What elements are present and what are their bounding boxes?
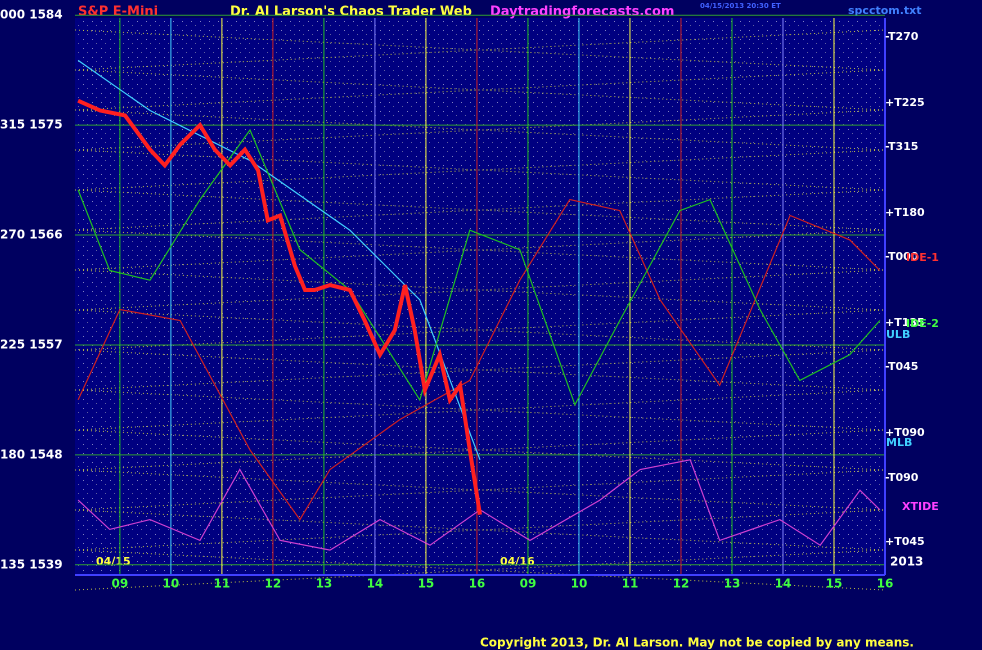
x-tick-label: 15 bbox=[826, 577, 843, 591]
level-label: -T045 bbox=[885, 360, 918, 373]
level-label: -T315 bbox=[885, 140, 918, 153]
x-tick-label: 13 bbox=[316, 577, 333, 591]
series-line bbox=[77, 59, 481, 461]
level-label: +T090 bbox=[885, 426, 925, 439]
x-tick-label: 14 bbox=[775, 577, 792, 591]
x-tick-label: 16 bbox=[469, 577, 486, 591]
x-tick-label: 13 bbox=[724, 577, 741, 591]
y-tick-label: 270 1566 bbox=[0, 228, 63, 242]
side-label: IDE-1 bbox=[906, 251, 939, 264]
series-line bbox=[77, 198, 881, 521]
x-tick-label: 12 bbox=[265, 577, 282, 591]
year: 2013 bbox=[890, 555, 923, 569]
y-tick-label: 000 1584 bbox=[0, 8, 63, 22]
x-tick-label: 10 bbox=[163, 577, 180, 591]
level-label: -T090 bbox=[885, 471, 919, 484]
x-tick-label: 15 bbox=[418, 577, 435, 591]
site: Daytradingforecasts.com bbox=[490, 5, 674, 20]
side-label: ULB bbox=[886, 328, 910, 341]
plot-dots bbox=[75, 18, 885, 575]
x-tick-label: 11 bbox=[214, 577, 231, 591]
series-line bbox=[77, 98, 482, 516]
y-tick-label: 180 1548 bbox=[0, 447, 63, 461]
level-label: +T045 bbox=[885, 535, 925, 548]
x-tick-label: 16 bbox=[877, 577, 894, 591]
x-tick-label: 09 bbox=[520, 577, 537, 591]
side-label: XTIDE bbox=[902, 500, 939, 513]
y-tick-label: 225 1557 bbox=[0, 337, 63, 351]
x-tick-label: 10 bbox=[571, 577, 588, 591]
date-label: 04/16 bbox=[500, 555, 535, 568]
level-label: +T180 bbox=[885, 206, 925, 219]
x-tick-label: 14 bbox=[367, 577, 384, 591]
subtitle: Dr. Al Larson's Chaos Trader Web bbox=[230, 5, 472, 20]
y-tick-label: 135 1539 bbox=[0, 557, 63, 571]
stamp: 04/15/2013 20:30 ET bbox=[700, 2, 781, 10]
level-label: +T135 bbox=[885, 316, 925, 329]
copyright: Copyright 2013, Dr. Al Larson. May not b… bbox=[480, 636, 914, 650]
x-tick-label: 12 bbox=[673, 577, 690, 591]
side-label: MLB bbox=[886, 436, 912, 449]
date-label: 04/15 bbox=[96, 555, 131, 568]
x-tick-label: 09 bbox=[112, 577, 129, 591]
level-label: +T225 bbox=[885, 96, 925, 109]
level-label: -T000 bbox=[885, 250, 919, 263]
y-tick-label: 315 1575 bbox=[0, 118, 63, 132]
side-label: IDE-2 bbox=[906, 317, 939, 330]
level-label: -T270 bbox=[885, 30, 919, 43]
file-name: spcctom.txt bbox=[848, 4, 922, 17]
x-tick-label: 11 bbox=[622, 577, 639, 591]
chart-title: S&P E-Mini bbox=[78, 5, 158, 20]
series-line bbox=[77, 128, 881, 407]
